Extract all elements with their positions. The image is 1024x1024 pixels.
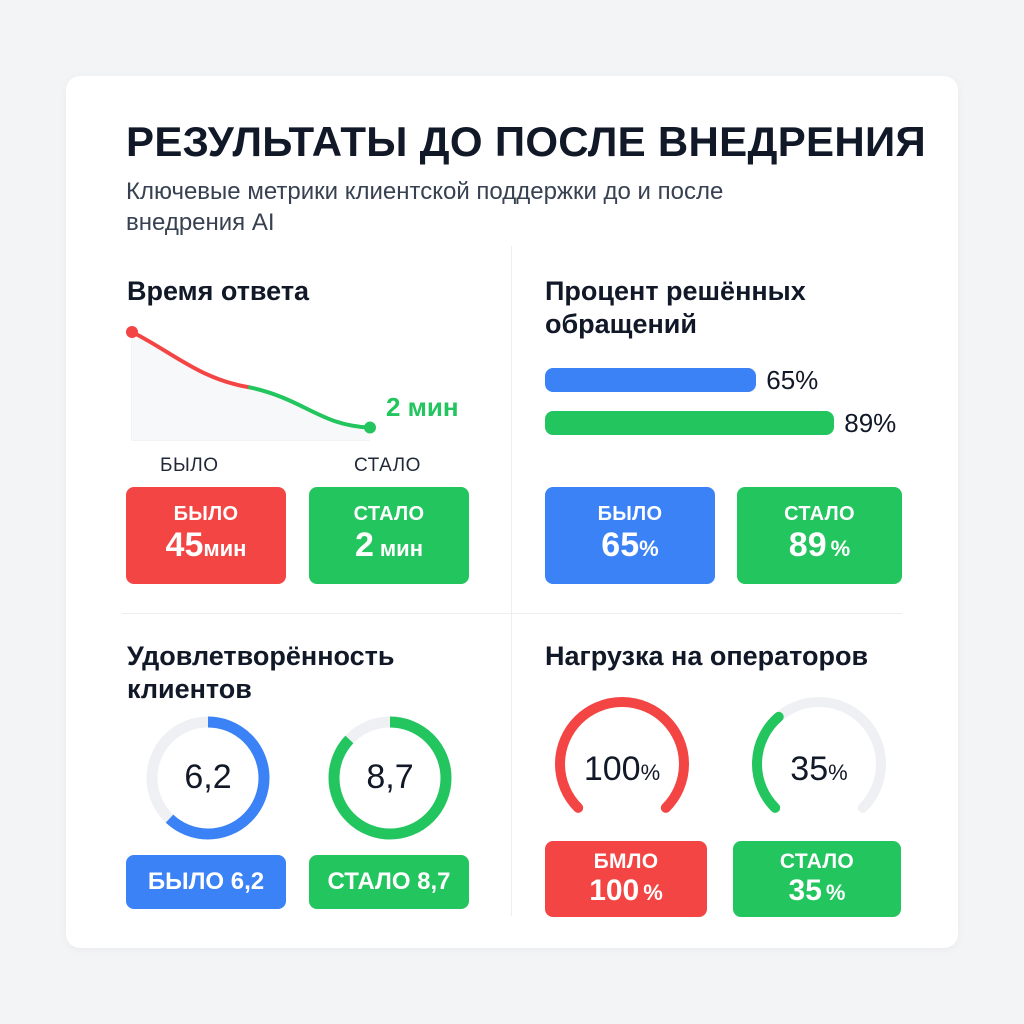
kpi-caption: БЫЛО (173, 503, 239, 525)
kpi-caption: БЫЛО (597, 503, 663, 525)
gauge-unit: % (640, 760, 661, 785)
satisfaction-before-value: 6,2 (184, 758, 232, 796)
kpi-caption: СТАЛО (784, 503, 855, 525)
satisfaction-after-pill: СТАЛО 8,7 (309, 855, 469, 909)
load-after-card: СТАЛО 35% (733, 841, 901, 917)
resolved-bar-chart: 65% 89% (545, 365, 915, 448)
gauge-number: 100 (583, 750, 641, 788)
load-before-card: БМЛО 100% (545, 841, 707, 917)
response-before-card: БЫЛО 45мин (126, 487, 286, 584)
kpi-unit: мин (379, 536, 423, 561)
load-before-value: 100% (548, 750, 696, 789)
load-title: Нагрузка на операторов (545, 641, 869, 671)
kpi-caption: СТАЛО (353, 503, 425, 525)
satisfaction-before-donut (146, 716, 270, 840)
response-x-tick-before: БЫЛО (160, 455, 219, 476)
donut-arc-before (146, 716, 270, 840)
page-title: РЕЗУЛЬТАТЫ ДО ПОСЛЕ ВНЕДРЕНИЯ (126, 118, 926, 165)
kpi-value: 89 (788, 526, 827, 564)
gauge-arc-before (555, 697, 689, 813)
response-end-label: 2 мин (386, 392, 459, 422)
kpi-unit: % (643, 880, 663, 905)
resolved-title: Процент решённых обращений (545, 276, 806, 339)
gauge-arc-after (752, 711, 784, 813)
response-point-after (364, 421, 376, 434)
response-point-before (126, 326, 138, 338)
kpi-value: 35 (788, 874, 822, 907)
load-after-value: 35% (745, 750, 893, 789)
load-after-gauge (752, 697, 886, 813)
page-subtitle: Ключевые метрики клиентской поддержки до… (126, 178, 724, 236)
kpi-caption: БМЛО (593, 850, 659, 873)
response-time-chart (126, 326, 376, 441)
resolved-after-card: СТАЛО 89% (737, 487, 902, 584)
kpi-unit: мин (203, 536, 247, 561)
kpi-value: 45 (165, 526, 204, 564)
kpi-value: 100 (589, 874, 640, 907)
vertical-divider (511, 246, 512, 916)
kpi-value: 2 (354, 526, 374, 564)
resolved-bar-after (545, 411, 835, 435)
gauge-number: 35 (790, 750, 829, 788)
resolved-before-card: БЫЛО 65% (545, 487, 715, 584)
kpi-unit: % (639, 536, 659, 561)
kpi-caption: СТАЛО (779, 850, 855, 873)
horizontal-divider (122, 613, 902, 614)
satisfaction-before-pill: БЫЛО 6,2 (126, 855, 286, 909)
response-area-fill (132, 332, 370, 440)
response-after-card: СТАЛО 2 мин (309, 487, 469, 584)
resolved-bar-before-label: 65% (766, 365, 819, 395)
resolved-bar-before (545, 368, 757, 392)
response-line-after (248, 385, 372, 430)
donut-arc-after (328, 716, 452, 840)
satisfaction-after-value: 8,7 (366, 758, 414, 796)
response-line-before (130, 330, 252, 390)
load-before-gauge (555, 697, 689, 813)
response-x-tick-after: СТАЛО (354, 455, 421, 476)
resolved-bar-after-label: 89% (844, 408, 897, 438)
satisfaction-after-donut (328, 716, 452, 840)
kpi-value: 65 (601, 526, 640, 564)
gauge-unit: % (828, 760, 848, 785)
kpi-unit: % (830, 536, 851, 561)
satisfaction-title: Удовлетворённость клиентов (127, 641, 395, 704)
response-time-title: Время ответа (127, 276, 310, 306)
kpi-unit: % (825, 880, 846, 905)
